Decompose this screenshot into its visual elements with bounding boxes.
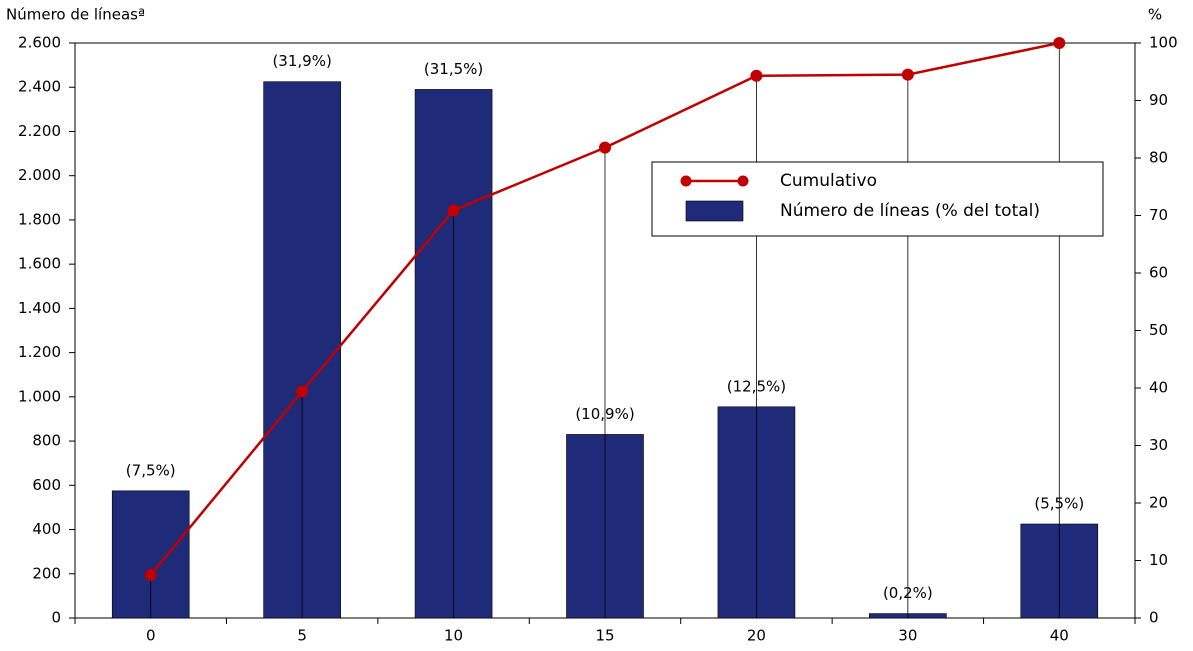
line-marker bbox=[1053, 37, 1066, 49]
x-tick-label: 40 bbox=[1050, 627, 1069, 645]
x-tick-label: 20 bbox=[747, 627, 766, 645]
y2-tick-label: 20 bbox=[1149, 494, 1168, 512]
y-tick-label: 2.600 bbox=[18, 34, 61, 52]
y2-axis-label: % bbox=[1148, 6, 1162, 24]
y2-tick-label: 30 bbox=[1149, 436, 1168, 454]
y2-tick-label: 70 bbox=[1149, 206, 1168, 224]
line-marker bbox=[144, 568, 157, 581]
y-tick-label: 1.400 bbox=[18, 299, 61, 317]
y-tick-label: 1.000 bbox=[18, 387, 61, 405]
legend-marker bbox=[737, 175, 749, 187]
y2-tick-label: 40 bbox=[1149, 379, 1168, 397]
y-tick-label: 1.800 bbox=[18, 210, 61, 228]
y-tick-label: 200 bbox=[32, 564, 61, 582]
y-tick-label: 2.200 bbox=[18, 122, 61, 140]
y-tick-label: 400 bbox=[32, 520, 61, 538]
y2-tick-label: 80 bbox=[1149, 149, 1168, 167]
line-marker bbox=[901, 68, 914, 81]
line-marker bbox=[296, 385, 309, 398]
legend-label: Número de líneas (% del total) bbox=[780, 201, 1040, 221]
x-tick-label: 15 bbox=[595, 627, 614, 645]
y2-tick-label: 0 bbox=[1149, 609, 1159, 627]
y-tick-label: 0 bbox=[51, 609, 61, 627]
y2-tick-label: 60 bbox=[1149, 264, 1168, 282]
bar-value-label: (31,9%) bbox=[272, 52, 331, 70]
y-axis-label: Número de líneasª bbox=[6, 6, 145, 24]
line-marker bbox=[447, 204, 460, 217]
x-tick-label: 30 bbox=[898, 627, 917, 645]
legend-box bbox=[651, 161, 1104, 237]
x-tick-label: 5 bbox=[297, 627, 307, 645]
y2-tick-label: 90 bbox=[1149, 91, 1168, 109]
y-tick-label: 2.000 bbox=[18, 166, 61, 184]
line-marker bbox=[750, 69, 763, 82]
legend-marker bbox=[680, 175, 692, 187]
y2-tick-label: 10 bbox=[1149, 551, 1168, 569]
y-tick-label: 600 bbox=[32, 476, 61, 494]
line-marker bbox=[599, 141, 611, 154]
y-tick-label: 800 bbox=[32, 432, 61, 450]
y-tick-label: 1.600 bbox=[18, 255, 61, 273]
legend-label: Cumulativo bbox=[780, 171, 877, 191]
y-tick-label: 1.200 bbox=[18, 343, 61, 361]
x-tick-label: 10 bbox=[444, 627, 463, 645]
legend-swatch bbox=[685, 200, 744, 222]
y2-tick-label: 50 bbox=[1149, 321, 1168, 339]
y2-tick-label: 100 bbox=[1149, 34, 1178, 52]
bar-value-label: (7,5%) bbox=[126, 461, 176, 479]
y-tick-label: 2.400 bbox=[18, 78, 61, 96]
x-tick-label: 0 bbox=[146, 627, 156, 645]
bar-value-label: (31,5%) bbox=[424, 60, 483, 78]
